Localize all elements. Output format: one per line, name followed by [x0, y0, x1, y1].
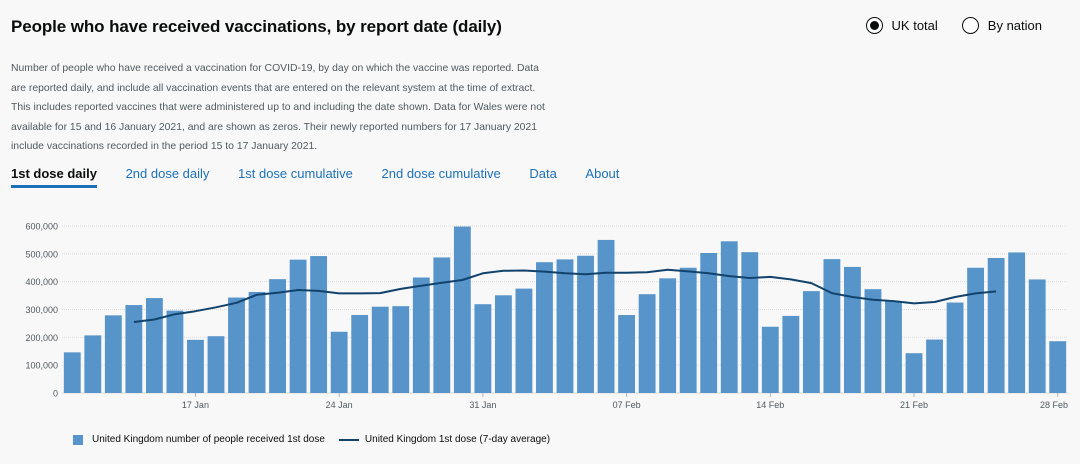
bar[interactable] [289, 259, 307, 393]
bar[interactable] [392, 306, 410, 393]
view-radio-group: UK total By nation [865, 17, 1042, 34]
bar[interactable] [207, 336, 225, 393]
x-tick-label: 31 Jan [469, 400, 496, 410]
bar[interactable] [967, 267, 985, 393]
y-tick-label: 100,000 [25, 361, 58, 371]
bar[interactable] [926, 339, 943, 393]
bar[interactable] [433, 257, 451, 393]
bar[interactable] [741, 252, 759, 393]
bar[interactable] [494, 295, 512, 393]
legend-line-label: United Kingdom 1st dose (7-day average) [364, 434, 551, 445]
y-tick-label: 400,000 [25, 277, 58, 287]
bar[interactable] [536, 262, 553, 393]
average-line-series [133, 268, 997, 323]
bar[interactable] [761, 326, 779, 393]
x-tick-label: 07 Feb [613, 400, 641, 410]
bar[interactable] [618, 315, 636, 393]
bar[interactable] [330, 331, 348, 393]
chart-description: Number of people who have received a vac… [11, 63, 545, 153]
x-tick-label: 14 Feb [756, 400, 784, 410]
bar[interactable] [885, 301, 902, 393]
page-title: People who have received vaccinations, b… [11, 17, 502, 36]
chart-legend: United Kingdom number of people received… [73, 434, 550, 445]
radio-unchecked-icon[interactable] [961, 17, 979, 34]
bar[interactable] [720, 241, 738, 393]
radio-label-by-nation: By nation [987, 18, 1042, 33]
bar[interactable] [515, 288, 533, 393]
bar[interactable] [453, 226, 471, 393]
bar[interactable] [905, 353, 923, 393]
bar[interactable] [782, 315, 800, 393]
tab-about[interactable]: About [585, 166, 620, 181]
bar[interactable] [412, 277, 430, 393]
tab-2nd-dose-daily[interactable]: 2nd dose daily [125, 166, 210, 181]
bar[interactable] [166, 310, 184, 393]
bar[interactable] [1008, 252, 1026, 393]
bar[interactable] [1028, 279, 1046, 393]
x-tick-label: 28 Feb [1040, 400, 1068, 410]
radio-label-uk-total: UK total [891, 18, 938, 33]
bar[interactable] [104, 315, 122, 393]
bar[interactable] [351, 315, 369, 393]
bar[interactable] [844, 266, 861, 393]
y-tick-label: 300,000 [25, 305, 58, 315]
legend-bar-label: United Kingdom number of people received… [92, 434, 325, 445]
bar[interactable] [84, 335, 102, 393]
bar[interactable] [310, 256, 328, 393]
x-tick-label: 24 Jan [326, 400, 353, 410]
bar[interactable] [269, 279, 286, 393]
y-tick-label: 200,000 [25, 333, 58, 343]
bar[interactable] [1049, 341, 1067, 393]
bar[interactable] [63, 352, 81, 393]
radio-checked-icon[interactable] [865, 17, 883, 34]
radio-by-nation[interactable]: By nation [961, 17, 1042, 34]
bar[interactable] [125, 305, 143, 393]
tab-2nd-dose-cumulative[interactable]: 2nd dose cumulative [381, 166, 501, 181]
chart-tabs: 1st dose daily 2nd dose daily 1st dose c… [11, 166, 648, 188]
bar[interactable] [556, 259, 574, 393]
bar[interactable] [700, 252, 718, 393]
y-tick-label: 600,000 [25, 222, 58, 232]
bar[interactable] [659, 278, 677, 393]
bar[interactable] [638, 294, 656, 393]
bar-series [63, 226, 1067, 393]
vaccination-bar-chart: 0 100,000 200,000 300,000 400,000 500,000 600,… [25, 222, 1068, 410]
bar[interactable] [802, 291, 820, 393]
tab-1st-dose-cumulative[interactable]: 1st dose cumulative [238, 166, 353, 181]
y-axis: 0 100,000 200,000 300,000 400,000 500,000 600,… [25, 222, 58, 399]
x-tick-label: 17 Jan [182, 400, 209, 410]
bar[interactable] [946, 302, 964, 393]
bar[interactable] [145, 298, 163, 393]
average-line [133, 268, 997, 323]
bar[interactable] [597, 239, 615, 393]
y-tick-label: 0 [53, 389, 58, 399]
legend-line-swatch [338, 438, 359, 441]
bar[interactable] [823, 259, 841, 393]
bar[interactable] [987, 258, 1005, 393]
y-tick-label: 500,000 [25, 249, 58, 259]
bar[interactable] [248, 291, 266, 393]
legend-bar-swatch [73, 434, 83, 445]
radio-uk-total[interactable]: UK total [865, 17, 938, 34]
bar[interactable] [679, 267, 697, 393]
bar[interactable] [474, 304, 492, 393]
tab-data[interactable]: Data [529, 166, 557, 181]
bar[interactable] [187, 339, 204, 393]
bar[interactable] [228, 297, 245, 393]
x-axis: 17 Jan 24 Jan 31 Jan 07 Feb 14 Feb 21 Feb 28 F… [182, 393, 1068, 410]
tab-1st-dose-daily[interactable]: 1st dose daily [11, 166, 97, 188]
bar[interactable] [371, 306, 389, 393]
bar[interactable] [577, 255, 594, 393]
bar[interactable] [864, 289, 882, 393]
x-tick-label: 21 Feb [900, 400, 928, 410]
